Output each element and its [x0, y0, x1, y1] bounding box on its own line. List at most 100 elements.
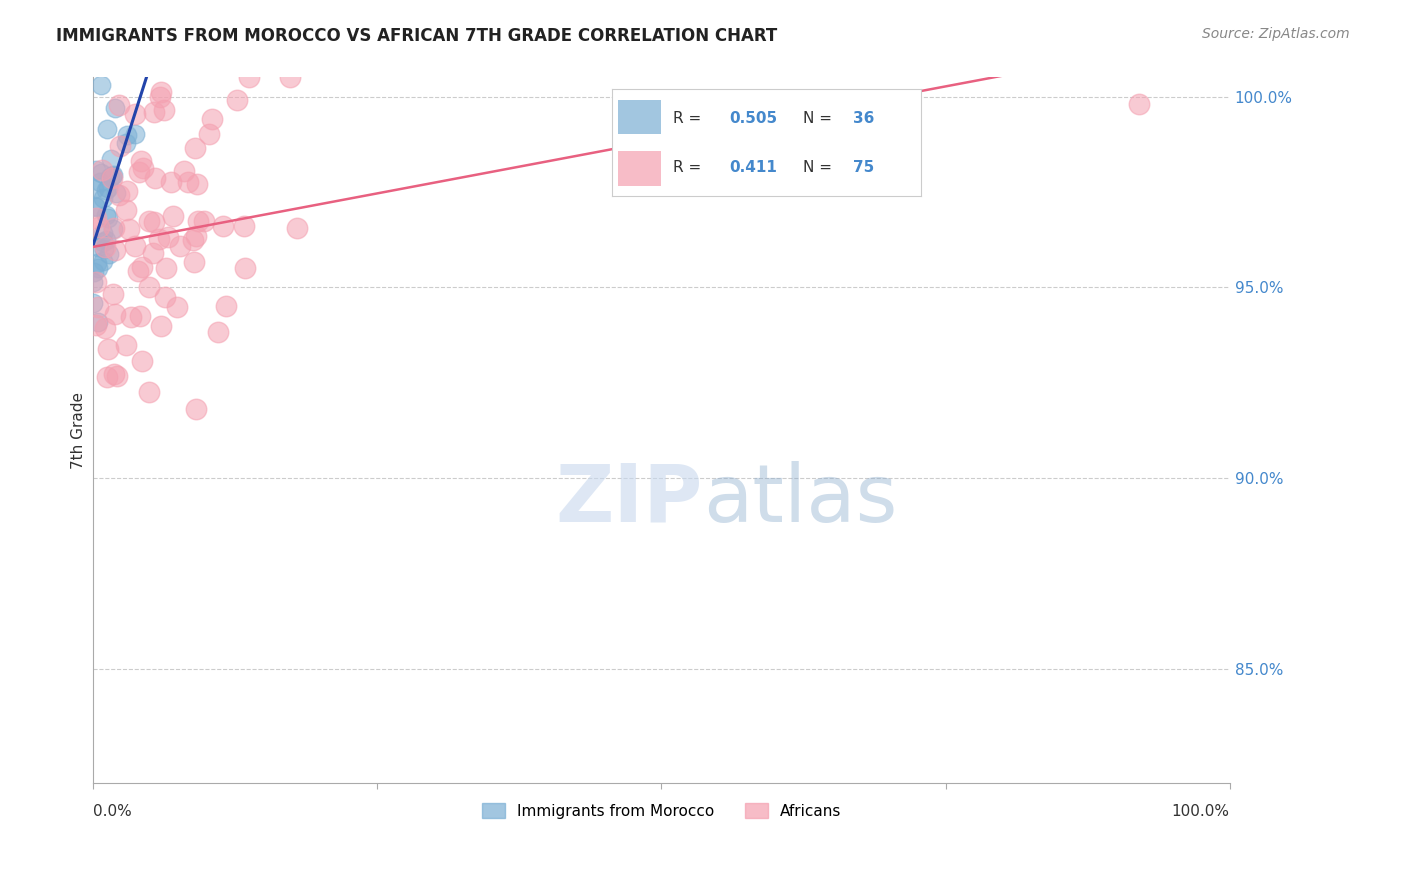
Point — [201, 112, 224, 127]
Point — [101, 170, 124, 185]
Point — [108, 187, 131, 202]
Point — [138, 214, 160, 228]
Point — [84, 211, 107, 225]
Point — [91, 226, 114, 240]
Point — [124, 107, 146, 121]
Point — [96, 370, 118, 384]
Point — [87, 300, 110, 314]
Point — [89, 219, 111, 234]
Point — [82, 276, 104, 290]
Point — [110, 139, 132, 153]
Text: 75: 75 — [853, 160, 875, 175]
Point — [153, 103, 176, 117]
Point — [83, 181, 105, 195]
Point — [97, 247, 120, 261]
Point — [183, 255, 205, 269]
Point — [86, 256, 108, 270]
Point — [184, 402, 207, 417]
Point — [103, 168, 125, 182]
Point — [169, 239, 191, 253]
Point — [1128, 97, 1150, 112]
Point — [114, 136, 136, 150]
Point — [238, 70, 260, 85]
Point — [186, 177, 208, 191]
Point — [118, 221, 141, 235]
Point — [97, 181, 120, 195]
Point — [104, 307, 127, 321]
Point — [100, 153, 122, 167]
Point — [120, 310, 142, 324]
Point — [143, 171, 166, 186]
Point — [155, 261, 177, 276]
Point — [94, 321, 117, 335]
Point — [124, 128, 146, 142]
Point — [207, 325, 229, 339]
Point — [105, 186, 128, 201]
Text: 36: 36 — [853, 111, 875, 126]
Y-axis label: 7th Grade: 7th Grade — [72, 392, 86, 468]
Point — [91, 253, 114, 268]
Point — [148, 232, 170, 246]
Point — [114, 338, 136, 352]
Point — [84, 275, 107, 289]
Point — [166, 300, 188, 314]
Text: 0.411: 0.411 — [730, 160, 778, 175]
Point — [132, 161, 155, 175]
Text: R =: R = — [673, 160, 707, 175]
Point — [101, 169, 124, 183]
Point — [131, 354, 153, 368]
Point — [90, 166, 112, 180]
Point — [142, 214, 165, 228]
Point — [226, 93, 249, 107]
Point — [103, 367, 125, 381]
Point — [128, 164, 150, 178]
Point — [187, 213, 209, 227]
Point — [138, 384, 160, 399]
Point — [138, 279, 160, 293]
Text: atlas: atlas — [703, 460, 897, 539]
Point — [107, 98, 129, 112]
Point — [94, 233, 117, 247]
Point — [142, 245, 165, 260]
Text: 0.0%: 0.0% — [93, 805, 132, 819]
Point — [87, 315, 110, 329]
Point — [101, 221, 124, 235]
Text: N =: N = — [803, 160, 837, 175]
Point — [131, 260, 153, 274]
Text: N =: N = — [803, 111, 837, 126]
Text: 0.505: 0.505 — [730, 111, 778, 126]
Point — [84, 200, 107, 214]
Point — [90, 162, 112, 177]
Point — [149, 89, 172, 103]
Text: ZIP: ZIP — [555, 460, 703, 539]
Point — [103, 243, 125, 257]
Point — [114, 202, 136, 217]
Point — [197, 127, 219, 141]
Point — [98, 169, 121, 184]
Point — [159, 175, 181, 189]
Text: R =: R = — [673, 111, 707, 126]
Bar — [617, 100, 661, 134]
Point — [177, 176, 200, 190]
Point — [93, 242, 115, 256]
Point — [103, 286, 125, 301]
Point — [91, 191, 114, 205]
Point — [117, 128, 139, 142]
Text: 100.0%: 100.0% — [1171, 805, 1230, 819]
Point — [96, 211, 118, 225]
Point — [150, 319, 173, 334]
Point — [124, 239, 146, 253]
Point — [82, 295, 104, 310]
Point — [105, 369, 128, 384]
Point — [184, 141, 207, 155]
Point — [211, 219, 233, 233]
Point — [87, 260, 110, 275]
Point — [156, 230, 179, 244]
Point — [91, 235, 114, 249]
Legend: Immigrants from Morocco, Africans: Immigrants from Morocco, Africans — [475, 797, 848, 825]
Point — [215, 300, 238, 314]
Point — [94, 183, 117, 197]
Point — [280, 70, 302, 85]
Point — [129, 154, 152, 169]
Point — [129, 309, 152, 323]
